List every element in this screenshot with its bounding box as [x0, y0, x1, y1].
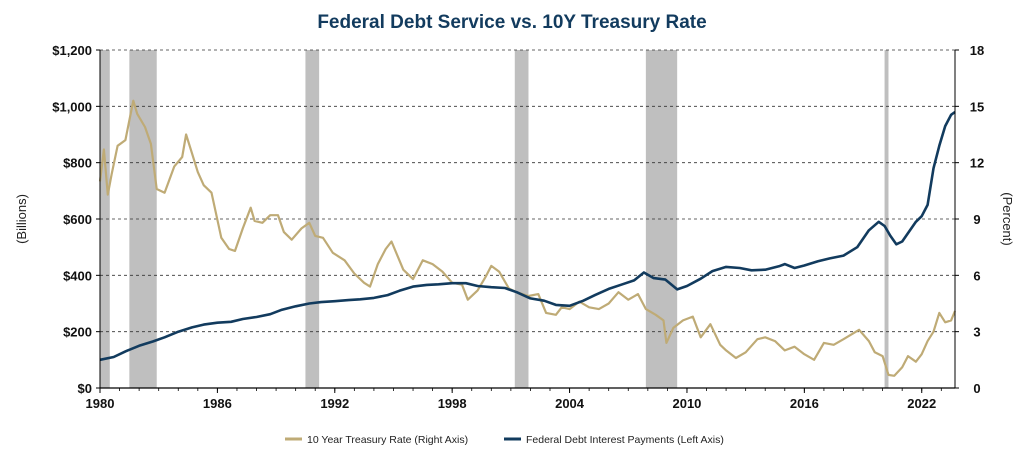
x-tick-label-2: 1992 — [320, 396, 349, 411]
x-tick-label-1: 1986 — [203, 396, 232, 411]
x-tick-label-4: 2004 — [555, 396, 585, 411]
y-left-tick-label-4: $800 — [63, 156, 92, 171]
y-right-tick-label-1: 3 — [973, 325, 980, 340]
series-lines — [98, 99, 957, 377]
y-left-tick-label-3: $600 — [63, 212, 92, 227]
legend-label-interest: Federal Debt Interest Payments (Left Axi… — [526, 434, 724, 446]
y-left-tick-label-5: $1,000 — [52, 99, 92, 114]
y-right-tick-label-0: 0 — [973, 381, 980, 396]
x-tick-label-0: 1980 — [86, 396, 115, 411]
series-line-interest — [99, 110, 956, 362]
y-left-tick-label-0: $0 — [78, 381, 92, 396]
y-left-tick-label-1: $200 — [63, 325, 92, 340]
y-axis-left-label: (Billions) — [14, 194, 29, 244]
y-right-tick-label-3: 9 — [973, 212, 980, 227]
y-right-tick-label-4: 12 — [970, 156, 984, 171]
y-right-tick-label-5: 15 — [970, 99, 984, 114]
x-tick-label-5: 2010 — [672, 396, 701, 411]
legend-label-treasury: 10 Year Treasury Rate (Right Axis) — [307, 434, 468, 446]
y-left-tick-label-6: $1,200 — [52, 43, 92, 58]
series-line-treasury — [98, 99, 957, 377]
chart-title: Federal Debt Service vs. 10Y Treasury Ra… — [317, 12, 706, 33]
x-tick-label-7: 2022 — [907, 396, 936, 411]
x-tick-label-6: 2016 — [790, 396, 819, 411]
axes: 1980 1986 1992 1998 2004 2010 2016 2022 $0 $200 $4… — [52, 43, 984, 411]
recession-band-1 — [100, 50, 110, 388]
y-right-tick-label-6: 18 — [970, 43, 984, 58]
y-axis-right-label: (Percent) — [1000, 192, 1015, 245]
x-tick-label-3: 1998 — [438, 396, 467, 411]
y-left-tick-label-2: $400 — [63, 268, 92, 283]
legend-item-interest: Federal Debt Interest Payments (Left Axi… — [504, 434, 724, 446]
legend-item-treasury: 10 Year Treasury Rate (Right Axis) — [285, 434, 468, 446]
legend: 10 Year Treasury Rate (Right Axis) Feder… — [285, 434, 724, 446]
y-right-tick-label-2: 6 — [973, 268, 980, 283]
grid-lines — [100, 49, 955, 333]
